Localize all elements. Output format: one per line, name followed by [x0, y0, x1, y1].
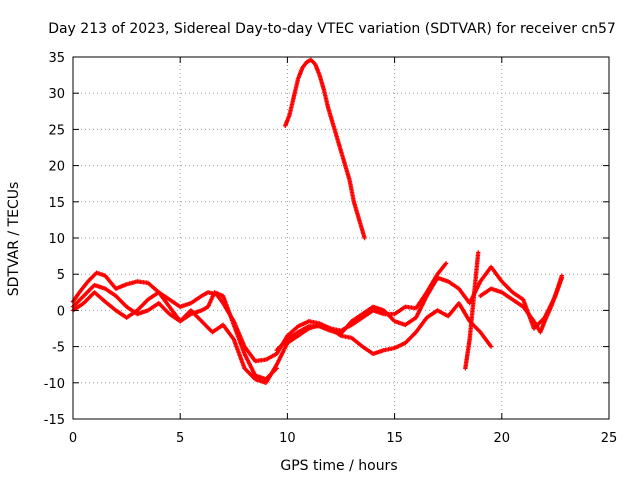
y-axis-label: SDTVAR / TECUs	[6, 182, 22, 297]
chart-title: Day 213 of 2023, Sidereal Day-to-day VTE…	[48, 21, 616, 37]
data-points	[70, 57, 565, 385]
y-tick-label: -10	[44, 377, 65, 392]
series-track-d	[274, 264, 565, 353]
y-tick-label: 15	[48, 196, 65, 211]
y-tick-label: 10	[48, 232, 65, 247]
x-tick-label: 10	[279, 431, 296, 446]
data-point	[559, 273, 565, 278]
series-track-e	[283, 57, 367, 241]
x-axis-label: GPS time / hours	[280, 458, 397, 474]
y-tick-label: 5	[57, 268, 65, 283]
x-tick-label: 5	[176, 431, 184, 446]
x-tick-label: 20	[494, 431, 511, 446]
y-tick-label: 25	[48, 123, 65, 138]
data-point	[274, 366, 279, 371]
y-tick-label: 30	[48, 87, 65, 102]
y-tick-label: -5	[52, 341, 65, 356]
x-tick-label: 0	[69, 431, 77, 446]
y-tick-label: 20	[48, 160, 65, 175]
series-track-g	[478, 273, 565, 335]
y-tick-label: 0	[57, 304, 65, 319]
y-tick-label: 35	[48, 51, 65, 66]
series-track-f	[463, 250, 481, 371]
ticks: 0 5 10 15 20 25 -15 -10 -5 0 5 10 15 20 25 30 35	[44, 51, 618, 446]
data-point	[488, 344, 494, 349]
data-point	[443, 261, 449, 266]
data-point	[476, 250, 481, 255]
x-tick-label: 15	[386, 431, 403, 446]
data-point	[362, 235, 367, 241]
x-tick-label: 25	[601, 431, 618, 446]
grid	[73, 57, 609, 419]
y-tick-label: -15	[44, 413, 65, 428]
series-track-c	[70, 282, 279, 382]
series-track-b	[70, 290, 494, 385]
